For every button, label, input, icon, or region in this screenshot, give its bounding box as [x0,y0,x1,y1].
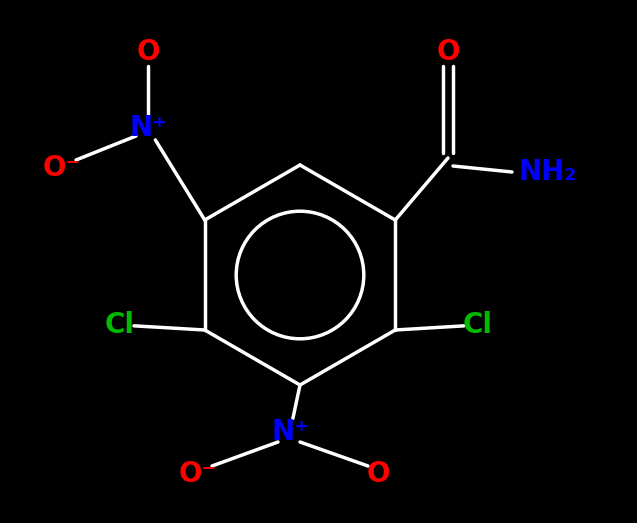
Text: O⁻: O⁻ [179,460,217,488]
Text: N⁺: N⁺ [129,114,167,142]
Text: O: O [136,38,160,66]
Text: O: O [366,460,390,488]
Text: NH₂: NH₂ [519,158,577,186]
Text: Cl: Cl [105,311,135,339]
Text: N⁺: N⁺ [271,418,309,446]
Text: Cl: Cl [463,311,493,339]
Text: O⁻: O⁻ [43,154,81,182]
Text: O: O [436,38,460,66]
